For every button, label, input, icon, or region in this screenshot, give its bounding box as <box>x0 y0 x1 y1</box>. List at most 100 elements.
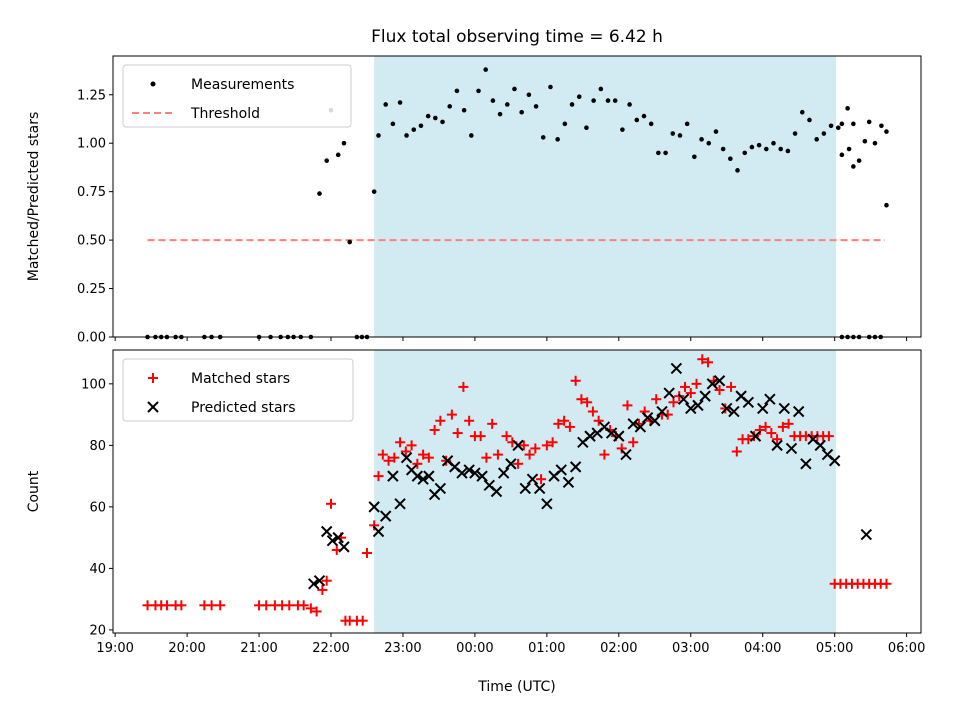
legend-label: Threshold <box>190 106 260 122</box>
measurement-point <box>540 135 546 140</box>
count-panel: 20 40 60 80 100 19:00 20:00 21:00 22:00 23:00 00:0… <box>26 349 925 656</box>
predicted-point <box>620 448 632 461</box>
predicted-point <box>728 405 740 418</box>
predicted-point <box>649 415 661 427</box>
matched-point <box>492 449 503 460</box>
measurement-point <box>411 127 417 132</box>
predicted-point <box>562 476 575 488</box>
x-tick-label: 01:00 <box>528 641 565 656</box>
measurement-point <box>584 125 589 131</box>
measurement-point <box>627 102 632 107</box>
measurement-point <box>862 138 868 144</box>
predicted-point-b <box>706 378 719 390</box>
predicted-point <box>814 439 826 452</box>
predicted-point <box>663 387 675 399</box>
predicted-point <box>411 470 424 482</box>
predicted-point-b <box>800 458 812 470</box>
predicted-point-b <box>541 498 553 510</box>
measurement-point <box>866 119 872 125</box>
y-tick-label: 40 <box>89 562 106 577</box>
predicted-point-b <box>490 485 503 498</box>
predicted-point-b <box>821 448 834 461</box>
legend-label: Predicted stars <box>191 400 296 416</box>
predicted-point <box>860 528 873 541</box>
measurement-point <box>692 154 697 160</box>
predicted-point-b <box>785 442 798 455</box>
predicted-point <box>670 362 683 375</box>
predicted-point <box>332 531 344 544</box>
predicted-point <box>764 393 776 405</box>
measurement-point <box>699 137 704 142</box>
measurement-point <box>591 98 596 103</box>
predicted-point-b <box>338 541 350 553</box>
y-axis-label: Matched/Predicted stars <box>26 112 42 282</box>
predicted-point-b <box>562 476 575 488</box>
predicted-point-b <box>634 421 647 433</box>
measurement-point <box>533 104 539 109</box>
predicted-point <box>368 501 380 513</box>
measurement-point <box>677 133 683 138</box>
x-tick-label: 03:00 <box>672 641 709 656</box>
predicted-point-b <box>387 470 399 482</box>
predicted-point <box>828 455 841 467</box>
measurement-point <box>828 123 834 129</box>
measurement-point <box>670 131 676 136</box>
ratio-panel: 0.00 0.25 0.50 0.75 1.00 1.25 Matched/Predicte… <box>26 55 922 346</box>
predicted-point <box>713 375 726 387</box>
predicted-point-b <box>613 430 625 442</box>
matched-point <box>369 520 380 531</box>
predicted-point-b <box>326 535 339 547</box>
predicted-point <box>533 482 546 495</box>
measurement-point <box>390 121 396 127</box>
measurement-point <box>735 168 740 173</box>
y-tick-label: 20 <box>89 623 106 638</box>
matched-point <box>400 446 411 457</box>
predicted-point-b <box>584 430 596 442</box>
predicted-point-b <box>778 402 791 415</box>
matched-point <box>536 474 547 485</box>
matched-point <box>487 418 498 429</box>
matched-point <box>395 437 406 448</box>
measurement-point <box>612 98 618 103</box>
predicted-point <box>423 470 435 482</box>
predicted-point-b <box>483 479 496 492</box>
predicted-point-b <box>411 470 424 482</box>
measurement-point <box>497 111 503 117</box>
predicted-point <box>326 535 339 547</box>
measurement-point <box>845 106 850 111</box>
predicted-point <box>476 470 488 482</box>
predicted-point <box>526 473 539 485</box>
predicted-point <box>656 405 668 418</box>
x-tick-label: 04:00 <box>744 641 781 656</box>
measurement-point <box>476 88 481 94</box>
y-tick-label: 1.25 <box>77 88 106 103</box>
predicted-point <box>456 467 468 479</box>
predicted-point <box>434 482 447 495</box>
matched-point <box>628 437 639 448</box>
predicted-point <box>584 430 596 442</box>
matched-point <box>651 394 662 405</box>
predicted-point <box>641 411 654 424</box>
matched-point <box>582 397 593 408</box>
measurement-point <box>634 117 640 123</box>
matched-point <box>317 584 328 595</box>
measurement-point <box>404 133 409 138</box>
matched-point <box>881 578 892 589</box>
predicted-point-b <box>807 433 819 445</box>
matched-point <box>361 548 372 559</box>
measurement-point <box>483 67 489 72</box>
measurement-point <box>620 127 625 132</box>
predicted-point-b <box>405 464 418 476</box>
chart-title: Flux total observing time = 6.42 h <box>371 27 663 47</box>
measurement-point <box>447 104 453 109</box>
matched-point <box>766 428 777 439</box>
measurement-point <box>576 94 582 99</box>
predicted-point <box>742 396 755 409</box>
measurement-point <box>418 123 424 129</box>
matched-point <box>622 400 633 411</box>
predicted-point <box>541 498 553 510</box>
matched-point <box>383 455 394 466</box>
predicted-point-b <box>728 405 740 418</box>
predicted-point-b <box>555 464 567 476</box>
measurement-point <box>555 137 560 142</box>
